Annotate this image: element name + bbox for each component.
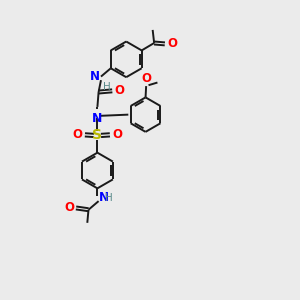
Text: N: N xyxy=(92,112,103,125)
Text: H: H xyxy=(104,193,112,203)
Text: H: H xyxy=(103,82,110,92)
Text: O: O xyxy=(64,202,74,214)
Text: N: N xyxy=(90,70,100,83)
Text: O: O xyxy=(73,128,82,141)
Text: O: O xyxy=(114,84,124,98)
Text: O: O xyxy=(167,38,177,50)
Text: O: O xyxy=(112,128,122,141)
Text: S: S xyxy=(92,128,102,142)
Text: O: O xyxy=(141,72,151,85)
Text: N: N xyxy=(99,191,109,204)
